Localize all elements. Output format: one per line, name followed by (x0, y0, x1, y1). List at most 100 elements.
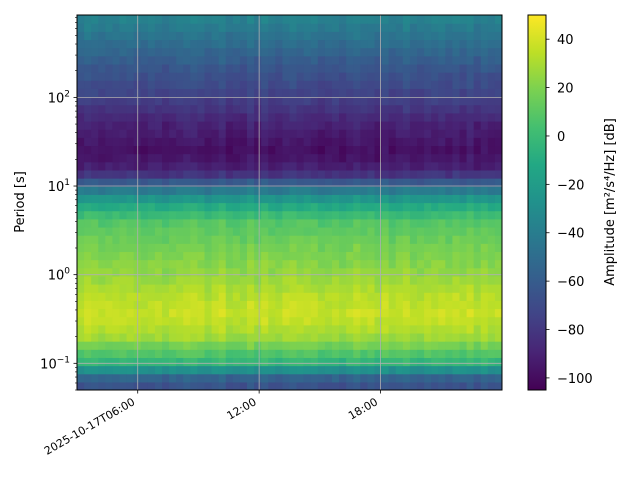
heatmap-cell (459, 341, 468, 350)
heatmap-cell (296, 153, 305, 163)
heatmap-cell (190, 210, 199, 220)
heatmap-cell (176, 153, 184, 163)
heatmap-cell (303, 47, 312, 57)
heatmap-cell (473, 96, 482, 106)
heatmap-cell (487, 259, 496, 269)
heatmap-cell (183, 259, 191, 269)
heatmap-cell (183, 80, 191, 89)
heatmap-cell (225, 251, 234, 261)
heatmap-cell (211, 308, 220, 318)
heatmap-cell (232, 23, 241, 32)
heatmap-cell (494, 243, 502, 253)
heatmap-cell (282, 275, 291, 285)
heatmap-cell (324, 72, 333, 81)
heatmap-cell (232, 112, 241, 122)
heatmap-cell (459, 381, 468, 390)
heatmap-cell (367, 365, 376, 375)
heatmap-cell (381, 112, 390, 122)
heatmap-cell (353, 129, 361, 138)
heatmap-cell (225, 72, 234, 81)
heatmap-cell (154, 169, 163, 179)
heatmap-cell (183, 186, 191, 195)
heatmap-cell (84, 218, 92, 228)
heatmap-cell (204, 308, 213, 318)
heatmap-cell (487, 63, 496, 73)
heatmap-cell (211, 373, 220, 383)
heatmap-cell (84, 324, 92, 334)
heatmap-cell (332, 226, 340, 236)
heatmap-cell (77, 55, 85, 65)
heatmap-cell (169, 186, 177, 195)
heatmap-cell (218, 80, 227, 89)
heatmap-cell (211, 284, 220, 293)
heatmap-cell (487, 23, 496, 32)
heatmap-cell (332, 88, 340, 98)
heatmap-cell (91, 373, 99, 383)
heatmap-cell (275, 178, 284, 187)
heatmap-cell (225, 275, 234, 285)
heatmap-cell (275, 357, 284, 367)
heatmap-cell (353, 161, 361, 171)
heatmap-cell (154, 194, 163, 204)
heatmap-cell (473, 373, 482, 383)
heatmap-cell (112, 104, 121, 114)
heatmap-cell (452, 357, 461, 367)
heatmap-cell (353, 104, 361, 114)
heatmap-cell (77, 349, 85, 358)
heatmap-cell (494, 31, 502, 41)
heatmap-cell (310, 218, 319, 228)
heatmap-cell (388, 267, 397, 277)
heatmap-cell (417, 153, 425, 163)
heatmap-cell (494, 55, 502, 65)
heatmap-cell (254, 267, 262, 277)
heatmap-cell (176, 357, 184, 367)
heatmap-cell (197, 63, 206, 73)
heatmap-cell (140, 349, 149, 358)
heatmap-cell (211, 218, 220, 228)
heatmap-cell (112, 80, 121, 89)
heatmap-cell (176, 88, 184, 98)
heatmap-cell (247, 292, 255, 301)
heatmap-cell (466, 153, 475, 163)
heatmap-cell (417, 373, 425, 383)
heatmap-cell (169, 169, 177, 179)
heatmap-cell (452, 202, 461, 212)
heatmap-cell (431, 72, 439, 81)
heatmap-cell (112, 88, 121, 98)
heatmap-cell (296, 23, 305, 32)
heatmap-cell (346, 63, 354, 73)
heatmap-cell (204, 178, 213, 187)
heatmap-cell (494, 63, 502, 73)
heatmap-cell (473, 332, 482, 342)
heatmap-cell (261, 15, 269, 24)
heatmap-cell (268, 251, 276, 261)
heatmap-cell (126, 316, 135, 326)
heatmap-cell (225, 332, 234, 342)
heatmap-cell (459, 80, 468, 89)
heatmap-cell (140, 112, 149, 122)
heatmap-cell (183, 243, 191, 253)
heatmap-cell (105, 129, 114, 138)
heatmap-cell (289, 202, 298, 212)
heatmap-cell (232, 226, 241, 236)
heatmap-cell (140, 235, 149, 244)
heatmap-cell (374, 178, 383, 187)
heatmap-cell (494, 308, 502, 318)
heatmap-cell (424, 194, 432, 204)
heatmap-cell (459, 120, 468, 130)
heatmap-cell (381, 15, 390, 24)
heatmap-cell (91, 96, 99, 106)
heatmap-cell (339, 153, 347, 163)
heatmap-cell (119, 15, 128, 24)
heatmap-cell (147, 178, 156, 187)
heatmap-cell (254, 178, 262, 187)
heatmap-cell (275, 88, 284, 98)
heatmap-cell (310, 129, 319, 138)
heatmap-cell (77, 235, 85, 244)
heatmap-cell (84, 88, 92, 98)
heatmap-cell (487, 251, 496, 261)
heatmap-cell (409, 96, 418, 106)
heatmap-cell (225, 88, 234, 98)
heatmap-cell (431, 129, 439, 138)
heatmap-cell (402, 178, 411, 187)
